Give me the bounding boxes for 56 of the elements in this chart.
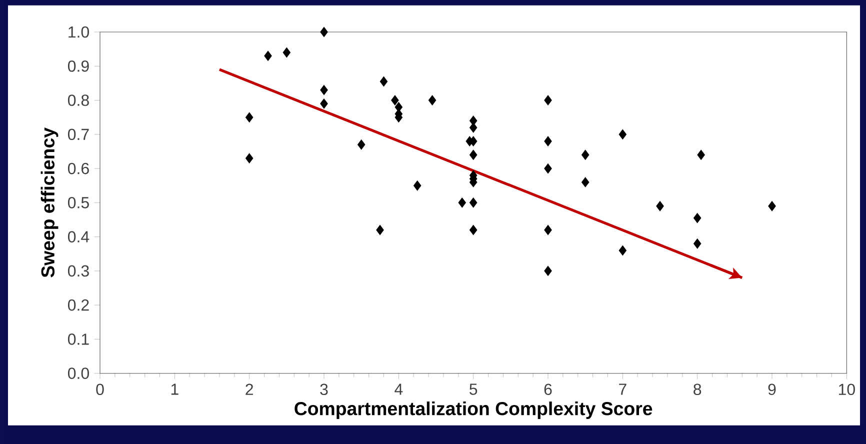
point	[581, 150, 590, 160]
x-tick-label: 10	[838, 384, 855, 396]
point	[282, 47, 291, 58]
point	[693, 238, 702, 249]
y-tick-label: 0.8	[68, 94, 89, 106]
point	[693, 212, 702, 224]
x-axis-title: Compartmentalization Complexity Score	[294, 402, 652, 419]
y-tick-label: 0.6	[68, 162, 89, 174]
point	[697, 150, 705, 160]
y-tick-label: 1.0	[68, 26, 89, 38]
x-tick-label: 5	[470, 384, 478, 395]
point	[469, 224, 478, 236]
point	[469, 198, 478, 208]
y-tick-label: 0.7	[68, 128, 89, 140]
point	[320, 26, 328, 38]
point	[618, 245, 627, 256]
point	[428, 95, 436, 106]
point	[413, 180, 422, 191]
point	[656, 201, 664, 212]
point	[544, 224, 552, 236]
x-tick-label: 0	[96, 384, 104, 396]
y-tick-label: 0.2	[68, 299, 89, 311]
point	[544, 95, 552, 106]
x-tick-label: 7	[619, 384, 626, 395]
point	[618, 129, 627, 140]
point	[245, 112, 254, 122]
point	[391, 95, 399, 106]
point	[245, 153, 254, 164]
point	[544, 136, 552, 146]
y-tick-label: 0.3	[68, 265, 89, 277]
x-tick-label: 9	[768, 384, 776, 396]
point	[544, 266, 552, 276]
y-tick-label: 0.0	[68, 368, 89, 379]
point	[544, 163, 552, 174]
point	[380, 76, 388, 87]
y-tick-label: 0.1	[68, 334, 89, 345]
x-tick-label: 2	[246, 384, 253, 395]
y-tick-label: 0.5	[68, 197, 89, 208]
x-tick-label: 6	[544, 384, 552, 396]
point	[581, 177, 590, 188]
x-tick-label: 4	[394, 384, 403, 395]
point	[264, 50, 272, 61]
point	[357, 140, 366, 150]
point	[469, 122, 478, 133]
y-tick-label: 0.4	[68, 231, 90, 242]
point	[458, 198, 466, 208]
point	[469, 150, 478, 160]
point	[768, 201, 776, 212]
x-tick-label: 8	[694, 384, 702, 396]
y-axis-title: Sweep efficiency	[40, 128, 58, 278]
x-tick-label: 3	[320, 384, 328, 396]
point	[320, 98, 328, 109]
point	[376, 224, 384, 236]
point	[320, 84, 328, 96]
x-tick-label: 1	[171, 384, 178, 395]
y-tick-label: 0.9	[68, 60, 89, 72]
